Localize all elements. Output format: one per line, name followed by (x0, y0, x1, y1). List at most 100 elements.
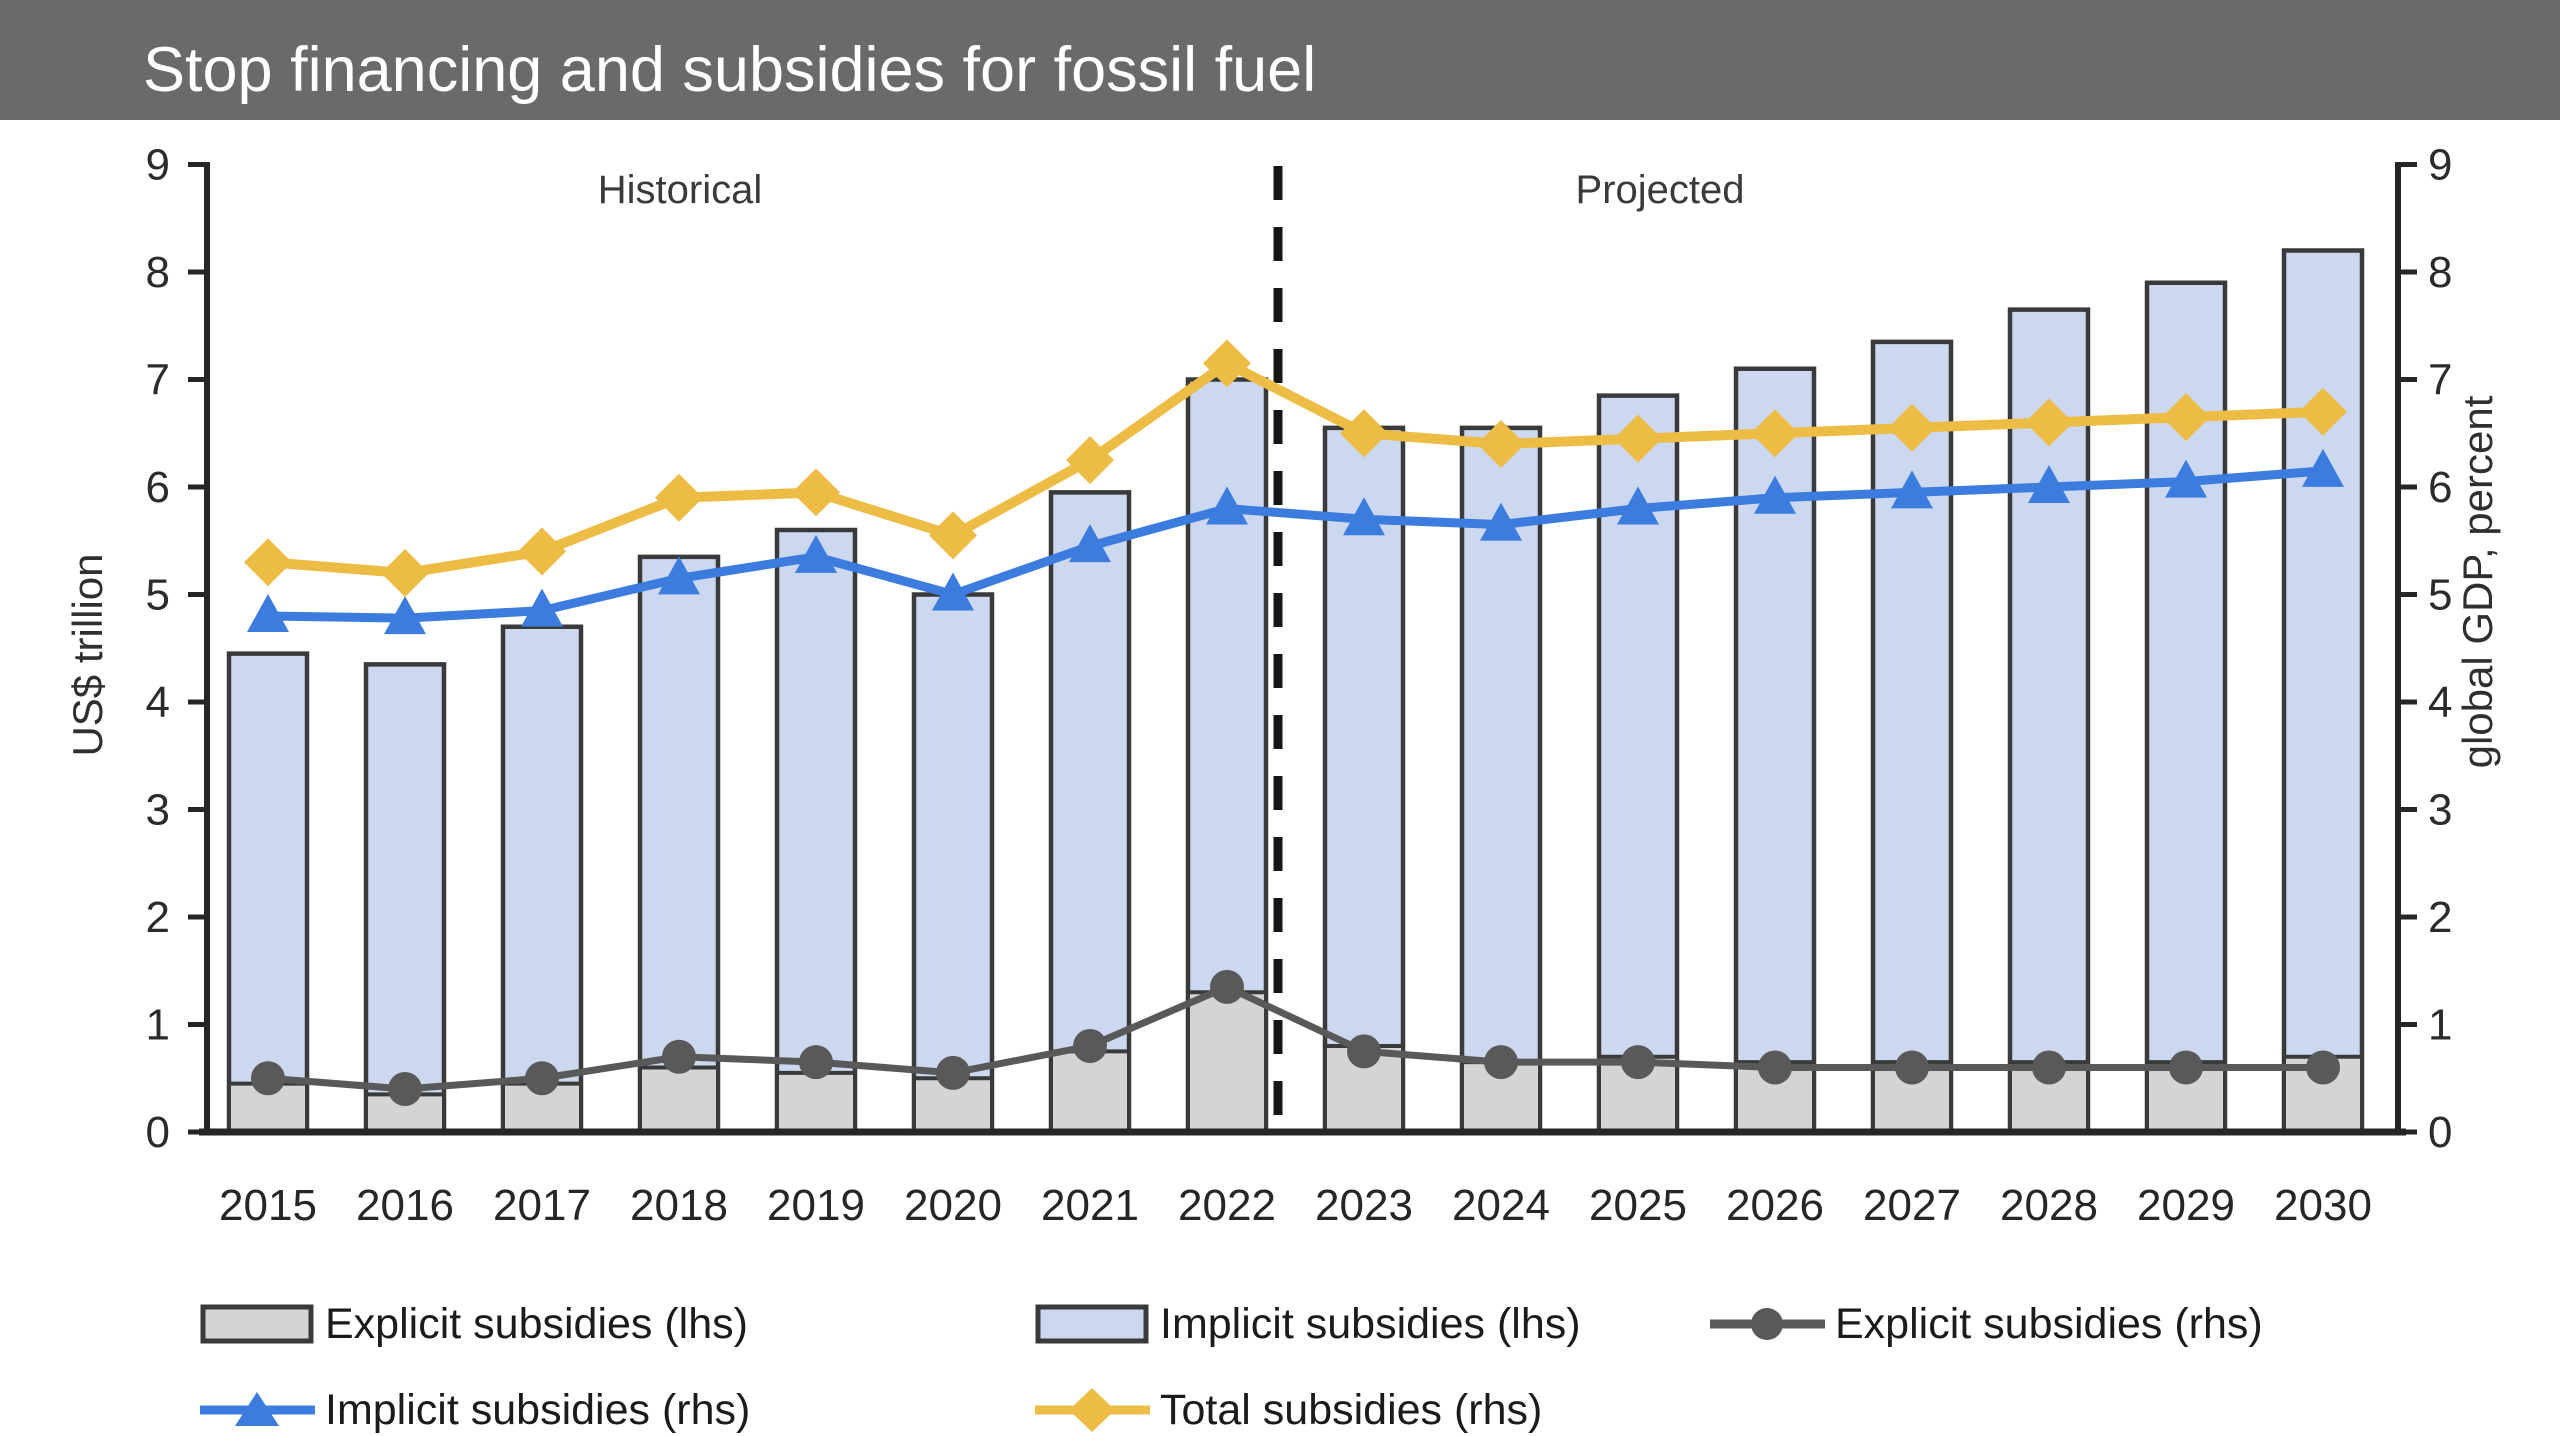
legend-swatch-rect (200, 1304, 314, 1344)
implicit-subsidies-rhs-marker-2027 (1891, 470, 1933, 509)
implicit-subsidies-rhs-marker-2029 (2165, 459, 2207, 498)
total-subsidies-rhs-marker-2023 (1340, 409, 1388, 458)
legend-diamond-marker (1069, 1388, 1115, 1432)
title-bar: Stop financing and subsidies for fossil … (0, 0, 2560, 120)
total-subsidies-rhs-marker-2025 (1614, 414, 1662, 463)
implicit-subsidies-rhs-marker-2020 (932, 572, 974, 611)
implicit-bar-2027 (1870, 339, 1954, 1135)
axis-ticks: 0 0 1 1 2 2 3 3 4 4 5 5 6 6 7 7 8 8 9 9 (146, 141, 2453, 1158)
implicit-subsidies-rhs-marker-2019 (795, 534, 837, 573)
legend-item-explicit-subsidies-lhs: Explicit subsidies (lhs) (200, 1298, 748, 1350)
total-subsidies-rhs-marker-2026 (1751, 409, 1799, 458)
implicit-subsidies-rhs-marker-2030 (2302, 448, 2344, 487)
total-subsidies-rhs-series (244, 339, 2347, 597)
implicit-subsidies-rhs-marker-2028 (2028, 465, 2070, 503)
implicit-bar-2030 (2281, 248, 2365, 1135)
legend-circle-marker (1751, 1308, 1783, 1340)
explicit-subsidies-rhs-marker-2025 (1621, 1045, 1655, 1080)
legend-swatch-line-diamond (1035, 1388, 1150, 1432)
right-tick-7: 7 (2428, 356, 2452, 405)
implicit-bar-2017 (500, 624, 584, 1135)
year-label-2030: 2030 (2274, 1181, 2372, 1230)
left-tick-7: 7 (146, 356, 170, 405)
explicit-subsidies-rhs-marker-2029 (2169, 1050, 2203, 1085)
total-subsidies-rhs-marker-2030 (2299, 387, 2347, 436)
explicit-subsidies-rhs-series (251, 969, 2340, 1106)
year-label-2024: 2024 (1452, 1181, 1550, 1230)
explicit-subsidies-rhs-marker-2021 (1073, 1029, 1107, 1063)
legend-swatch-line-circle (1710, 1308, 1825, 1340)
right-tick-0: 0 (2428, 1108, 2452, 1157)
legend-item-total-subsidies-rhs: Total subsidies (rhs) (1035, 1384, 1542, 1436)
axes (204, 162, 2401, 1132)
explicit-subsidies-rhs-marker-2023 (1347, 1034, 1381, 1069)
implicit-bar-2028 (2007, 307, 2091, 1135)
total-subsidies-rhs-marker-2024 (1477, 420, 1525, 468)
right-tick-1: 1 (2428, 1001, 2452, 1050)
total-subsidies-rhs-marker-2022 (1203, 339, 1251, 388)
right-tick-5: 5 (2428, 571, 2452, 620)
year-label-2019: 2019 (767, 1181, 865, 1230)
left-tick-3: 3 (146, 786, 170, 835)
implicit-subsidies-rhs-line (267, 466, 2324, 623)
implicit-subsidies-rhs-marker-2026 (1754, 475, 1796, 514)
left-tick-4: 4 (146, 678, 170, 727)
year-label-2028: 2028 (2000, 1181, 2098, 1230)
implicit-subsidies-rhs-marker-2024 (1480, 502, 1522, 541)
left-tick-2: 2 (146, 893, 170, 942)
total-subsidies-rhs-line (267, 358, 2324, 578)
legend-rect (1035, 1304, 1149, 1344)
implicit-bar-2021 (1048, 490, 1132, 1135)
total-subsidies-rhs-marker-2028 (2025, 398, 2073, 447)
total-subsidies-rhs-marker-2021 (1066, 436, 1114, 485)
explicit-bar-2018 (638, 1065, 720, 1134)
explicit-subsidies-rhs-marker-2024 (1484, 1045, 1518, 1080)
total-subsidies-rhs-marker-2019 (792, 468, 840, 517)
year-label-2026: 2026 (1726, 1181, 1824, 1230)
left-tick-0: 0 (146, 1108, 170, 1157)
legend-item-explicit-subsidies-rhs: Explicit subsidies (rhs) (1710, 1298, 2263, 1350)
implicit-bar-2020 (911, 592, 995, 1135)
explicit-subsidies-rhs-marker-2030 (2306, 1050, 2340, 1085)
explicit-subsidies-rhs-marker-2018 (662, 1039, 696, 1074)
explicit-subsidies-rhs-marker-2015 (251, 1061, 285, 1096)
year-label-2020: 2020 (904, 1181, 1002, 1230)
implicit-subsidies-rhs-marker-2025 (1617, 486, 1659, 525)
legend-item-implicit-subsidies-lhs: Implicit subsidies (lhs) (1035, 1298, 1581, 1350)
total-subsidies-rhs-marker-2017 (518, 527, 566, 576)
right-tick-8: 8 (2428, 248, 2452, 297)
implicit-bar-2016 (363, 662, 447, 1135)
total-subsidies-rhs-marker-2027 (1888, 403, 1936, 452)
year-label-2029: 2029 (2137, 1181, 2235, 1230)
legend-swatch-line-triangle (200, 1392, 315, 1426)
year-label-2016: 2016 (356, 1181, 454, 1230)
right-axis-title: global GDP, percent (2454, 395, 2501, 769)
explicit-subsidies-rhs-marker-2022 (1210, 969, 1244, 1004)
implicit-subsidies-rhs-marker-2022 (1206, 486, 1248, 525)
right-tick-3: 3 (2428, 786, 2452, 835)
explicit-subsidies-rhs-marker-2027 (1895, 1050, 1929, 1085)
implicit-subsidies-rhs-marker-2023 (1343, 497, 1385, 536)
legend-label-explicit-subsidies-rhs: Explicit subsidies (rhs) (1835, 1299, 2263, 1348)
year-label-2022: 2022 (1178, 1181, 1276, 1230)
explicit-subsidies-rhs-marker-2016 (388, 1072, 422, 1106)
total-subsidies-rhs-marker-2029 (2162, 393, 2210, 442)
left-axis-title: US$ trillion (64, 553, 111, 757)
explicit-bar-2021 (1049, 1049, 1131, 1134)
legend-rect (200, 1304, 314, 1344)
explicit-bar-2022 (1186, 990, 1268, 1134)
historical-region-label: Historical (597, 168, 763, 212)
legend-label-implicit-subsidies-lhs: Implicit subsidies (lhs) (1160, 1299, 1581, 1348)
year-label-2027: 2027 (1863, 1181, 1961, 1230)
year-label-2015: 2015 (219, 1181, 317, 1230)
legend-label-explicit-subsidies-lhs: Explicit subsidies (lhs) (325, 1299, 748, 1348)
explicit-bar-2019 (775, 1070, 857, 1134)
legend-label-implicit-subsidies-rhs: Implicit subsidies (rhs) (325, 1385, 751, 1434)
implicit-subsidies-rhs-marker-2018 (658, 556, 700, 595)
explicit-subsidies-rhs-marker-2026 (1758, 1050, 1792, 1085)
year-label-2023: 2023 (1315, 1181, 1413, 1230)
explicit-subsidies-rhs-marker-2020 (936, 1055, 970, 1090)
total-subsidies-rhs-marker-2020 (929, 511, 977, 560)
right-tick-4: 4 (2428, 678, 2452, 727)
